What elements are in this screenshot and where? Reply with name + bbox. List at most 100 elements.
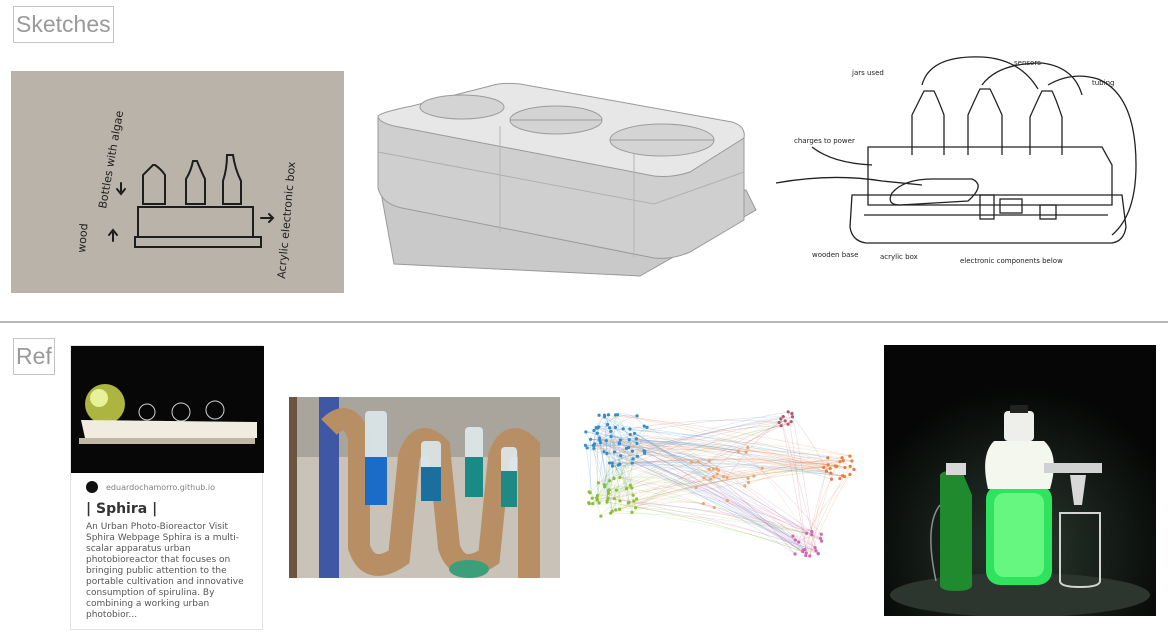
network-node (613, 450, 616, 453)
network-node (852, 468, 855, 471)
network-node (712, 475, 715, 478)
network-node (632, 500, 635, 503)
network-node (598, 501, 601, 504)
network-node (636, 455, 639, 458)
bioreactor-line-drawing: jars used sensors tubing charges to powe… (772, 55, 1152, 299)
network-node (603, 485, 606, 488)
network-node (612, 477, 615, 480)
network-node (633, 432, 636, 435)
network-node (791, 415, 794, 418)
network-node (613, 497, 616, 500)
network-node (625, 487, 628, 490)
sphira-link-card[interactable]: eduardochamorro.github.io | Sphira | An … (70, 345, 263, 630)
note-acrylic-box: acrylic box (880, 253, 918, 261)
network-node (584, 444, 587, 447)
network-node (629, 433, 632, 436)
network-node (804, 554, 807, 557)
note-jars: jars used (851, 69, 884, 77)
network-node (611, 510, 614, 513)
network-node (702, 502, 705, 505)
network-node (790, 412, 793, 415)
network-node (635, 497, 638, 500)
network-node (830, 478, 833, 481)
network-node (737, 450, 740, 453)
link-title[interactable]: | Sphira | (86, 501, 157, 517)
network-node (643, 425, 646, 428)
3d-model-render[interactable] (372, 82, 757, 280)
network-node (747, 481, 750, 484)
network-graph-image[interactable] (576, 398, 872, 582)
network-node (592, 447, 595, 450)
network-node (834, 464, 837, 467)
network-node (810, 533, 813, 536)
network-node (794, 538, 797, 541)
network-node (587, 501, 590, 504)
network-node (708, 459, 711, 462)
glowing-bottle-lamp-photo[interactable] (884, 345, 1156, 616)
network-node (619, 454, 622, 457)
network-node (625, 447, 628, 450)
network-node (842, 459, 845, 462)
network-node (609, 430, 612, 433)
network-node (628, 438, 631, 441)
network-node (797, 541, 800, 544)
network-node (778, 421, 781, 424)
network-node (605, 439, 608, 442)
network-node (787, 410, 790, 413)
network-node (850, 459, 853, 462)
network-node (716, 472, 719, 475)
network-node (813, 546, 816, 549)
network-node (822, 466, 825, 469)
note-charges: charges to power (794, 137, 855, 145)
network-node (743, 484, 746, 487)
network-node (840, 456, 843, 459)
note-electronic: electronic components below (960, 257, 1063, 265)
network-node (782, 415, 785, 418)
network-node (786, 423, 789, 426)
network-node (602, 450, 605, 453)
network-node (779, 417, 782, 420)
network-node (607, 413, 610, 416)
network-node (618, 463, 621, 466)
network-node (645, 426, 648, 429)
network-node (843, 475, 846, 478)
network-node (608, 479, 611, 482)
network-node (608, 426, 611, 429)
link-source-text: eduardochamorro.github.io (106, 483, 215, 492)
network-node (614, 508, 617, 511)
network-node (622, 427, 625, 430)
network-node (793, 552, 796, 555)
note-sensors: sensors (1014, 59, 1041, 67)
network-node (713, 506, 716, 509)
network-node (820, 540, 823, 543)
network-node (589, 438, 592, 441)
network-node (717, 469, 720, 472)
network-node (820, 533, 823, 536)
network-node (801, 550, 804, 553)
sketch-paper-image[interactable]: Bottles with algae wood Acrylic electron… (11, 71, 344, 293)
network-graph (576, 398, 872, 582)
network-node (708, 468, 711, 471)
note-wood: wood (75, 223, 91, 253)
network-node (712, 467, 715, 470)
ref-heading: Ref (13, 338, 55, 375)
network-node (814, 549, 817, 552)
note-wooden-base: wooden base (812, 251, 858, 259)
network-node (817, 552, 820, 555)
section-divider (0, 321, 1168, 323)
network-node (618, 499, 621, 502)
wooden-bioreactor-photo[interactable] (289, 397, 560, 578)
network-node (591, 497, 594, 500)
network-node (631, 450, 634, 453)
network-node (605, 452, 608, 455)
network-node (784, 419, 787, 422)
network-node (744, 450, 747, 453)
site-favicon-icon (86, 481, 98, 493)
note-tubing: tubing (1092, 79, 1114, 87)
network-node (697, 460, 700, 463)
sketches-heading: Sketches (13, 6, 114, 43)
network-node (826, 456, 829, 459)
network-node (848, 473, 851, 476)
network-node (618, 476, 621, 479)
line-drawing-image[interactable]: jars used sensors tubing charges to powe… (772, 55, 1152, 299)
